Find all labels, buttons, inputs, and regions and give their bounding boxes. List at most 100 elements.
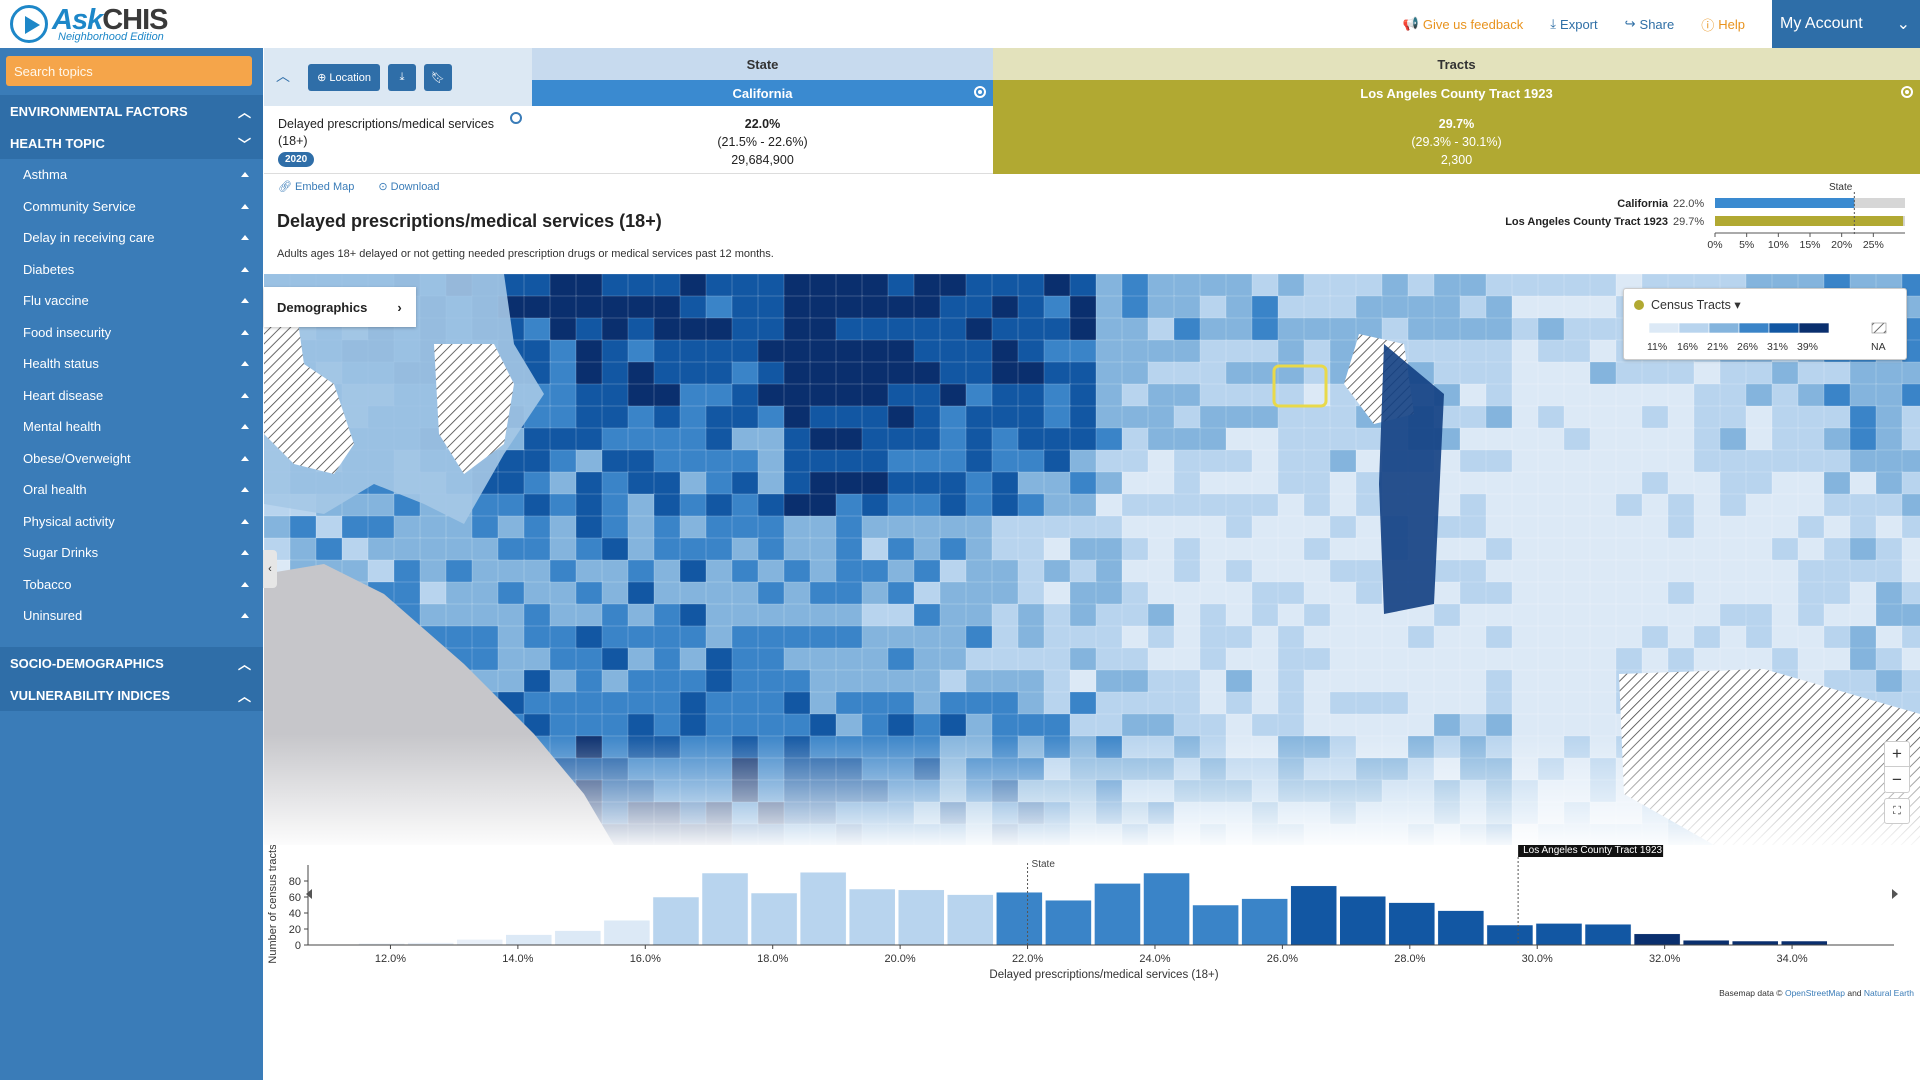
demographics-button[interactable]: Demographics ›: [264, 287, 416, 327]
histogram-bar[interactable]: 18: [554, 930, 602, 946]
legend-swatch: [1798, 322, 1830, 334]
histogram-bar[interactable]: 27: [1535, 923, 1583, 946]
topic-label: Asthma: [23, 167, 68, 182]
range-handle-left[interactable]: [306, 889, 312, 899]
openstreetmap-link[interactable]: OpenStreetMap: [1784, 988, 1845, 998]
histogram-bar[interactable]: 26: [1584, 923, 1632, 946]
histogram-bar[interactable]: 77: [1094, 883, 1141, 946]
histogram-bar[interactable]: 13: [505, 934, 553, 946]
info-icon[interactable]: [510, 112, 522, 124]
legend-na-label: NA: [1871, 341, 1886, 353]
topic-item[interactable]: Food insecurity: [0, 317, 263, 348]
histogram-bar[interactable]: 66: [996, 891, 1043, 946]
state-ci: (21.5% - 22.6%): [717, 135, 808, 149]
histogram-bar[interactable]: 5: [1731, 940, 1779, 946]
topic-item[interactable]: Delay in receiving care: [0, 222, 263, 253]
chevron-up-icon[interactable]: ︿: [276, 68, 290, 84]
histogram-bar[interactable]: 25: [1486, 924, 1534, 946]
feedback-link[interactable]: 📢 Give us feedback: [1402, 16, 1524, 32]
histogram-bar[interactable]: 90: [1143, 872, 1190, 946]
expand-up-icon: [241, 392, 249, 398]
histogram-bar[interactable]: 56: [1045, 899, 1092, 946]
embed-map-link[interactable]: 🔗︎ Embed Map: [278, 181, 355, 193]
histogram-bar[interactable]: 5: [1780, 940, 1828, 946]
section-health-topic[interactable]: HEALTH TOPIC ﹀: [0, 127, 263, 159]
legend-dropdown[interactable]: Census Tracts ▾: [1651, 298, 1741, 312]
map-legend: Census Tracts ▾ 11% 16% 21% 26% 31% 39% NA: [1623, 288, 1907, 360]
x-tick-label: 30.0%: [1522, 953, 1553, 965]
topic-label: Oral health: [23, 482, 87, 497]
topic-item[interactable]: Obese/Overweight: [0, 443, 263, 474]
topic-item[interactable]: Uninsured: [0, 600, 263, 631]
download-table-button[interactable]: ⤓: [388, 64, 416, 91]
topic-item[interactable]: Asthma: [0, 159, 263, 190]
histogram-bar[interactable]: 60: [652, 896, 700, 946]
topic-label: Uninsured: [23, 608, 83, 623]
download-link[interactable]: ⊙ Download: [378, 181, 440, 193]
choropleth-map[interactable]: [264, 274, 1920, 845]
mini-row-value: 22.0%: [1673, 198, 1704, 210]
histogram-bar[interactable]: 43: [1437, 910, 1485, 946]
logo-subtitle: Neighborhood Edition: [58, 31, 164, 43]
histogram-bar[interactable]: 90: [701, 872, 749, 946]
section-vulnerability-indices[interactable]: VULNERABILITY INDICES ︿: [0, 679, 263, 711]
location-button[interactable]: ⊕ Location: [308, 64, 380, 91]
state-marker-label: State: [1829, 182, 1853, 193]
bookmark-icon: 🔖︎: [431, 72, 445, 84]
histogram-bar[interactable]: 7: [456, 939, 504, 946]
export-link[interactable]: ⤓ Export: [1550, 16, 1598, 32]
topic-item[interactable]: Physical activity: [0, 506, 263, 537]
histogram-bar[interactable]: 69: [897, 889, 945, 946]
remove-location-icon[interactable]: [974, 86, 986, 98]
histogram-bar[interactable]: 50: [1192, 904, 1239, 946]
range-handle-right[interactable]: [1892, 889, 1898, 899]
section-environmental-factors[interactable]: ENVIRONMENTAL FACTORS ︿: [0, 95, 263, 127]
histogram-bar[interactable]: 31: [603, 919, 651, 946]
bookmark-button[interactable]: 🔖︎: [424, 64, 452, 91]
histogram-bar[interactable]: 65: [750, 892, 798, 946]
zoom-out-button[interactable]: −: [1892, 769, 1902, 789]
help-link[interactable]: ⓘ Help: [1701, 16, 1745, 33]
collapse-sidebar-button[interactable]: ‹: [263, 550, 277, 588]
topic-item[interactable]: Heart disease: [0, 380, 263, 411]
indicator-description: Adults ages 18+ delayed or not getting n…: [277, 248, 774, 260]
topic-item[interactable]: Mental health: [0, 411, 263, 442]
state-name-header: California: [532, 80, 993, 106]
askchis-logo[interactable]: AskCHIS Neighborhood Edition: [8, 4, 169, 44]
topic-item[interactable]: Community Service: [0, 191, 263, 222]
histogram-bar[interactable]: 58: [1241, 898, 1288, 946]
histogram-bar[interactable]: 14: [1633, 933, 1681, 946]
topic-label: Food insecurity: [23, 324, 112, 340]
topic-item[interactable]: Diabetes: [0, 254, 263, 285]
histogram-chart[interactable]: 2371318316090659170696366567790505874615…: [264, 845, 1920, 995]
topic-item[interactable]: Health status: [0, 348, 263, 379]
share-link[interactable]: ↪ Share: [1624, 16, 1675, 32]
fullscreen-button[interactable]: ⛶: [1884, 798, 1910, 824]
natural-earth-link[interactable]: Natural Earth: [1863, 988, 1914, 998]
topic-item[interactable]: Flu vaccine: [0, 285, 263, 316]
histogram-bar[interactable]: 70: [848, 888, 896, 946]
mini-bar: [1715, 216, 1904, 226]
histogram-bar[interactable]: 53: [1388, 902, 1436, 946]
x-tick-label: 24.0%: [1139, 953, 1170, 965]
expand-icon: ⛶: [1893, 804, 1901, 817]
map-tools: 🔗︎ Embed Map ⊙ Download: [278, 180, 440, 193]
histogram-bar[interactable]: 91: [799, 871, 847, 946]
zoom-in-button[interactable]: +: [1885, 742, 1909, 767]
section-socio-demographics[interactable]: SOCIO-DEMOGRAPHICS ︿: [0, 647, 263, 679]
remove-location-icon[interactable]: [1901, 86, 1913, 98]
x-axis-label: Delayed prescriptions/medical services (…: [989, 969, 1218, 981]
state-value-cell: 22.0% (21.5% - 22.6%) 29,684,900: [532, 106, 993, 174]
my-account-button[interactable]: My Account ⌄: [1772, 0, 1920, 48]
topic-item[interactable]: Sugar Drinks: [0, 537, 263, 568]
histogram-bar[interactable]: 61: [1339, 895, 1387, 946]
topic-item[interactable]: Tobacco: [0, 569, 263, 600]
search-topics-input[interactable]: [6, 56, 252, 86]
mini-tick-label: 10%: [1768, 239, 1789, 251]
y-tick-label: 40: [289, 908, 301, 920]
state-column-header: State: [532, 48, 993, 80]
histogram-bar[interactable]: 74: [1290, 885, 1337, 946]
histogram-bar[interactable]: 6: [1682, 939, 1730, 946]
histogram-bar[interactable]: 63: [947, 894, 994, 946]
topic-item[interactable]: Oral health: [0, 474, 263, 505]
